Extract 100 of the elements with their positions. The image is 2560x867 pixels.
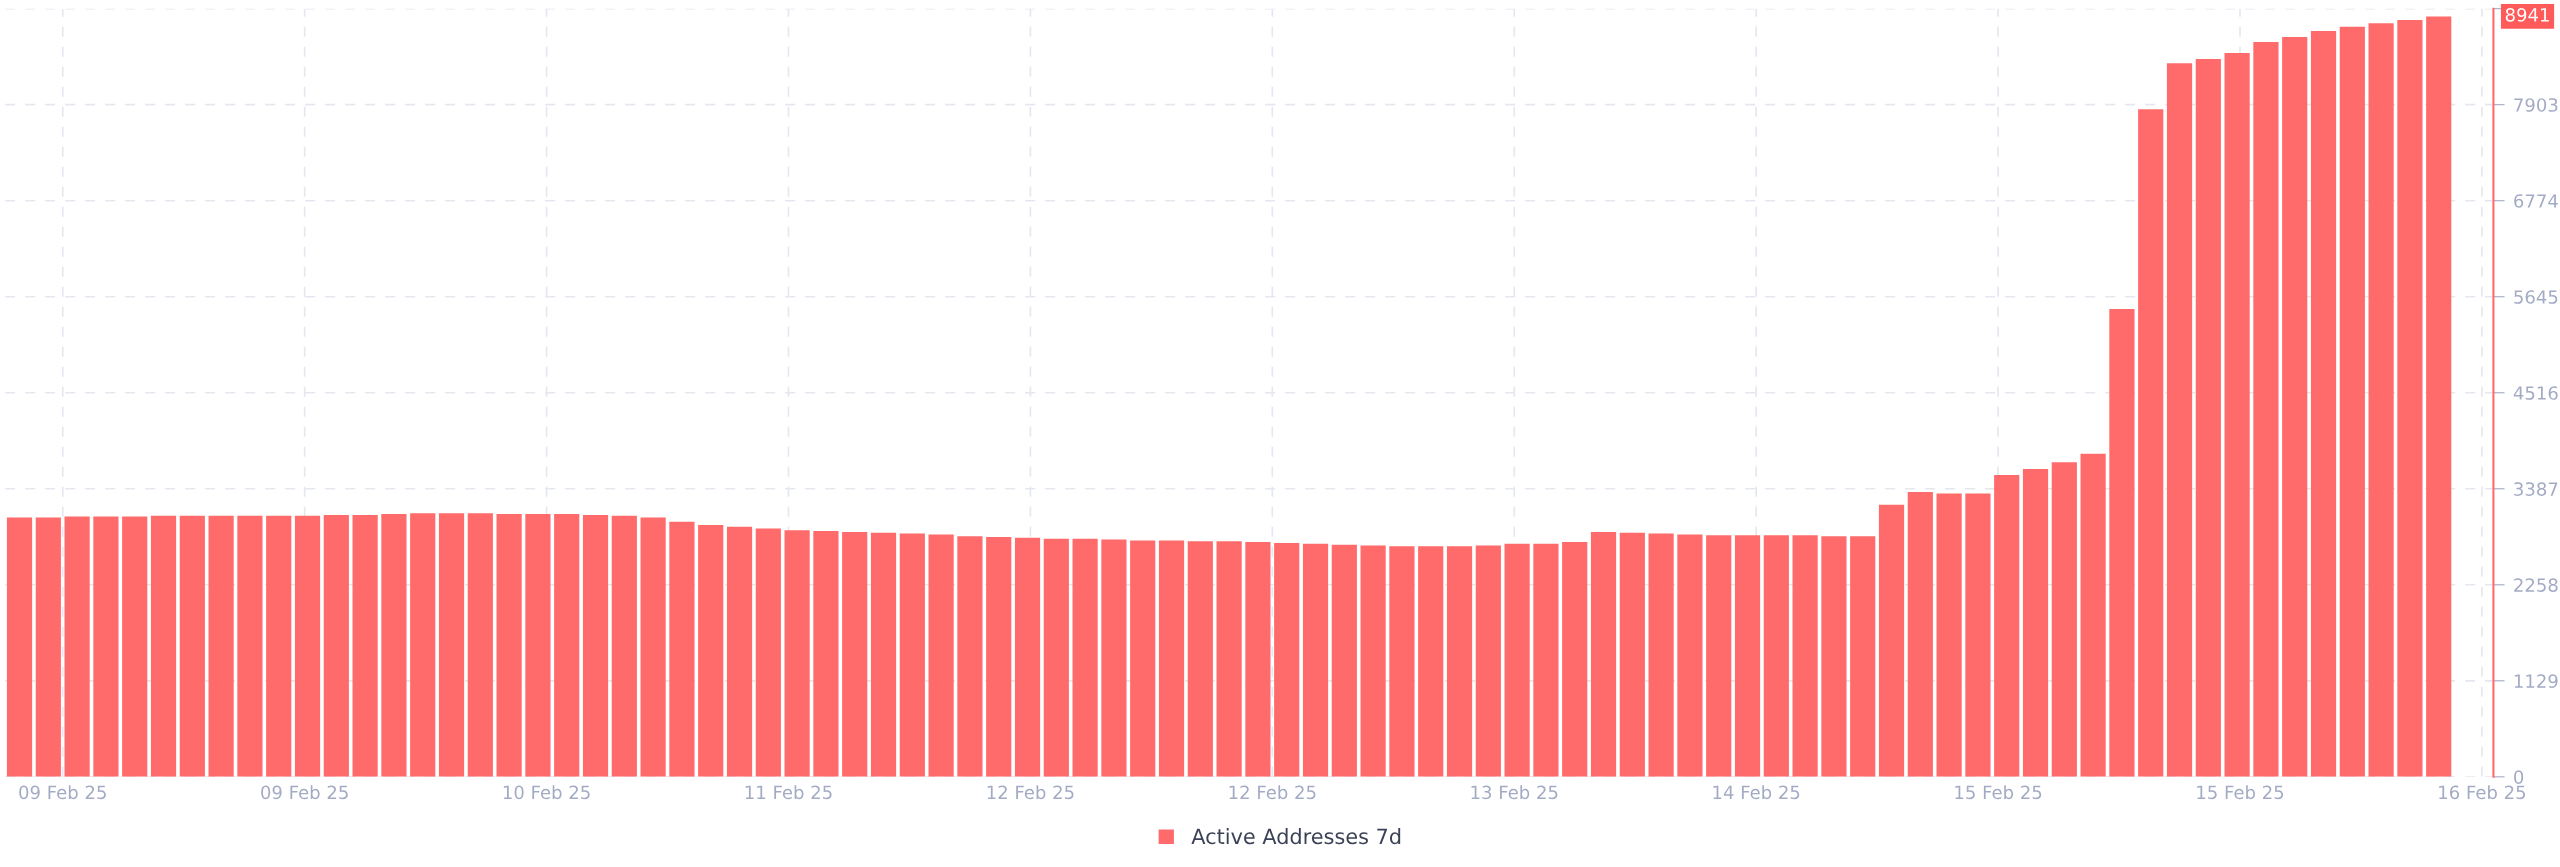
bar — [1734, 535, 1761, 777]
bar — [1187, 541, 1213, 777]
bar — [2166, 63, 2193, 777]
bar — [1562, 542, 1588, 777]
bar — [381, 514, 407, 777]
bar — [1130, 540, 1156, 777]
bar — [1533, 543, 1559, 777]
bar — [1274, 542, 1300, 777]
bar — [2310, 30, 2337, 777]
bar — [986, 536, 1012, 777]
bar — [2080, 453, 2106, 777]
bar — [1418, 546, 1444, 777]
y-tick-label: 0 — [2514, 770, 2524, 784]
bar — [640, 517, 666, 777]
bar — [410, 513, 436, 777]
bar — [1302, 543, 1329, 777]
bar — [208, 515, 234, 777]
bar — [784, 530, 810, 777]
bar — [2195, 59, 2221, 777]
bar — [237, 515, 263, 777]
x-tick-label: 15 Feb 25 — [2197, 785, 2284, 800]
bar — [266, 515, 292, 777]
bar — [726, 526, 753, 777]
legend-label: Active Addresses 7d — [1191, 828, 1401, 845]
bar — [1648, 533, 1674, 777]
bar — [2368, 23, 2394, 777]
bar — [2109, 309, 2135, 777]
bar — [2339, 26, 2365, 777]
bar — [669, 521, 695, 777]
bar — [870, 532, 897, 777]
text: 8941 — [2505, 7, 2549, 22]
y-tick-label: 5645 — [2514, 290, 2558, 304]
bar — [1043, 538, 1069, 777]
bar — [2051, 462, 2077, 777]
bar — [2282, 36, 2308, 777]
bar — [842, 531, 868, 777]
y-tick-label: 1129 — [2514, 674, 2558, 688]
y-tick-label: 6774 — [2514, 194, 2558, 208]
bar — [93, 516, 119, 777]
bar — [122, 516, 148, 777]
bar — [554, 514, 580, 777]
bar — [899, 533, 925, 777]
y-tick-label: 3387 — [2514, 482, 2558, 496]
bar — [582, 514, 609, 777]
bar — [2426, 16, 2452, 777]
x-tick-label: 16 Feb 25 — [2439, 785, 2526, 800]
bar — [1446, 546, 1473, 777]
bar — [1360, 545, 1386, 777]
bar — [64, 516, 90, 777]
bar — [1158, 540, 1185, 777]
bar — [1965, 493, 1991, 777]
bar — [525, 514, 551, 777]
bar — [2397, 19, 2423, 777]
bar — [1878, 504, 1905, 777]
bar — [1619, 532, 1645, 777]
bar — [352, 514, 378, 777]
bar — [496, 514, 522, 777]
x-tick-label: 14 Feb 25 — [1713, 785, 1800, 800]
bar — [1763, 535, 1789, 777]
bar — [150, 515, 177, 777]
y-tick-label: 7903 — [2514, 98, 2558, 112]
x-tick-label: 09 Feb 25 — [19, 785, 106, 800]
x-tick-label: 10 Feb 25 — [503, 785, 590, 800]
x-tick-label: 11 Feb 25 — [745, 785, 832, 800]
bar — [1389, 546, 1415, 777]
bar — [438, 513, 465, 777]
bar — [1072, 538, 1098, 777]
bar — [6, 517, 33, 777]
bar — [1994, 474, 2020, 777]
bar — [698, 525, 724, 777]
bar — [1245, 542, 1271, 777]
bar — [1475, 545, 1501, 777]
bar — [1331, 544, 1357, 777]
bar — [928, 534, 954, 777]
bar — [294, 515, 321, 777]
x-tick-label: 09 Feb 25 — [261, 785, 348, 800]
bar — [1216, 541, 1242, 777]
bar — [813, 531, 839, 777]
bar — [2224, 53, 2250, 777]
bar — [957, 536, 983, 777]
bar — [1706, 535, 1732, 777]
bar — [1792, 535, 1818, 777]
y-tick-label: 4516 — [2513, 386, 2558, 400]
bar — [2022, 468, 2049, 777]
bar — [2253, 42, 2279, 777]
bar — [2138, 109, 2164, 777]
y-tick-label: 2258 — [2514, 578, 2558, 592]
bar — [1850, 536, 1876, 777]
bar — [35, 517, 61, 777]
bar — [1101, 539, 1127, 777]
bar — [611, 515, 637, 777]
bar — [467, 513, 493, 777]
x-tick-label: 12 Feb 25 — [987, 785, 1074, 800]
bar — [755, 528, 781, 777]
x-tick-label: 12 Feb 25 — [1229, 785, 1316, 800]
bar — [1936, 493, 1962, 777]
bar — [1821, 536, 1847, 777]
bar — [1014, 537, 1041, 777]
bar — [1907, 491, 1933, 777]
bar — [179, 515, 205, 777]
